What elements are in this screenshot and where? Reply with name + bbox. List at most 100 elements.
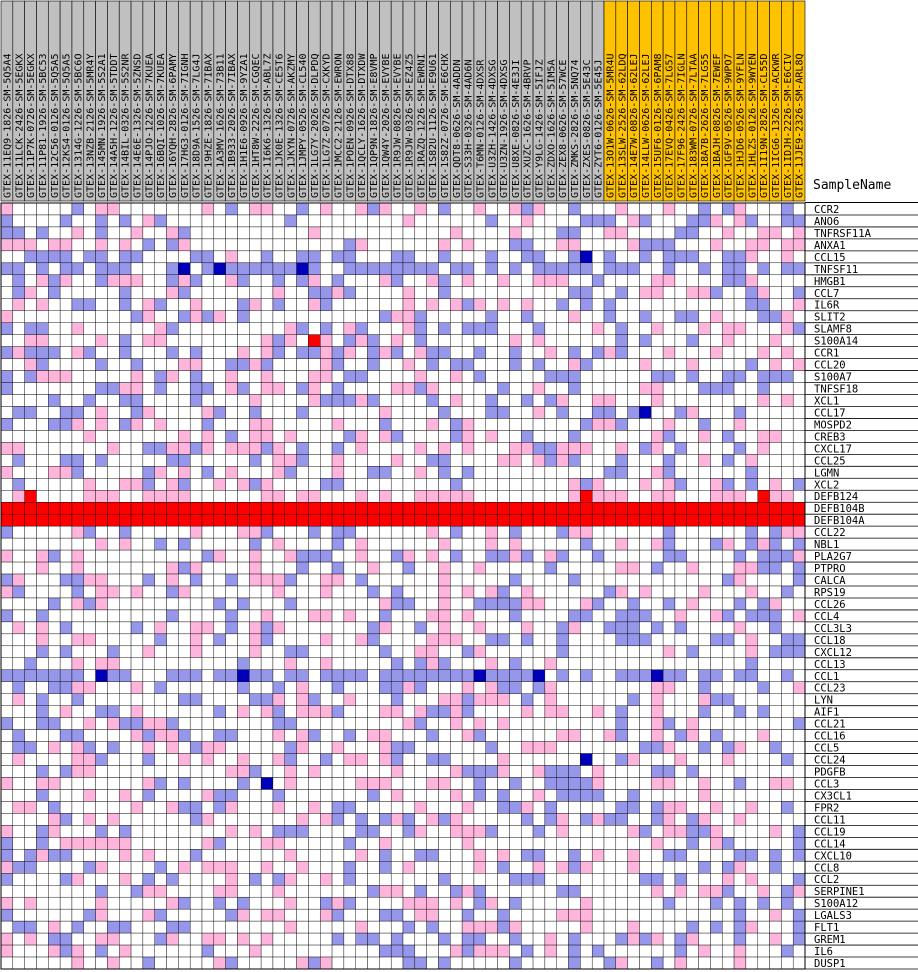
heatmap-cell: [769, 837, 782, 850]
heatmap-cell: [107, 274, 120, 287]
heatmap-cell: [769, 250, 782, 264]
heatmap-cell: [733, 394, 747, 407]
heatmap-cell: [308, 454, 321, 467]
heatmap-cell: [308, 896, 321, 910]
heatmap-cell: [260, 597, 274, 611]
heatmap-cell: [201, 394, 215, 407]
heatmap-cell: [556, 310, 569, 323]
heatmap-cell: [639, 490, 652, 503]
heatmap-cell: [331, 561, 345, 575]
row-label: HMGB1: [814, 276, 846, 288]
heatmap-cell: [639, 669, 652, 682]
heatmap-cell: [591, 513, 605, 527]
heatmap-cell: [686, 430, 699, 443]
heatmap-cell: [591, 549, 605, 563]
heatmap-cell: [497, 944, 510, 958]
heatmap-cell: [390, 298, 404, 311]
heatmap-cell: [509, 669, 522, 682]
heatmap-cell: [201, 609, 215, 623]
heatmap-cell: [450, 490, 463, 503]
heatmap-cell: [461, 238, 475, 252]
heatmap-cell: [591, 908, 605, 922]
column-label: GTEX-1QW4Y-2026-SM-EVYBE: [381, 53, 392, 198]
heatmap-cell: [343, 454, 356, 467]
heatmap-cell: [343, 250, 356, 264]
heatmap-cell: [792, 765, 806, 778]
heatmap-cell: [450, 896, 463, 910]
heatmap-cell: [710, 370, 723, 383]
heatmap-cell: [473, 861, 486, 874]
heatmap-cell: [521, 777, 534, 790]
heatmap-cell: [461, 226, 475, 240]
heatmap-cell: [71, 502, 84, 515]
heatmap-cell: [509, 346, 522, 359]
heatmap-cell: [189, 609, 203, 623]
heatmap-cell: [154, 597, 167, 611]
column-label: GTEX-1R9JW-0826-SM-EVYBE: [393, 54, 404, 199]
heatmap-cell: [438, 693, 451, 706]
column-header: GTEX-ZMKS-2826-SM-5NQ74: [568, 0, 581, 202]
heatmap-cell: [662, 334, 676, 347]
heatmap-cell: [213, 430, 226, 443]
heatmap-cell: [12, 861, 25, 874]
heatmap-cell: [651, 837, 664, 850]
heatmap-cell: [698, 310, 711, 323]
heatmap-cell: [201, 226, 215, 240]
heatmap-cell: [426, 274, 439, 287]
heatmap-cell: [367, 777, 380, 790]
heatmap-cell: [792, 214, 806, 228]
heatmap-cell: [568, 621, 581, 635]
heatmap-cell: [461, 896, 475, 910]
heatmap-cell: [568, 537, 581, 551]
heatmap-cell: [639, 334, 652, 347]
heatmap-cell: [698, 932, 711, 946]
heatmap-cell: [390, 466, 404, 479]
heatmap-cell: [722, 394, 735, 407]
heatmap-cell: [792, 885, 806, 898]
heatmap-cell: [556, 537, 569, 551]
heatmap-cell: [119, 920, 132, 934]
heatmap-cell: [260, 322, 274, 335]
heatmap-cell: [556, 226, 569, 240]
heatmap-cell: [249, 358, 262, 371]
heatmap-cell: [59, 801, 73, 814]
heatmap-cell: [426, 250, 439, 264]
heatmap-cell: [710, 741, 723, 754]
heatmap-cell: [189, 693, 203, 706]
heatmap-cell: [662, 226, 676, 240]
heatmap-cell: [83, 765, 96, 778]
heatmap-cell: [461, 478, 475, 491]
row-label: CCL5: [814, 743, 839, 755]
heatmap-cell: [769, 322, 782, 335]
heatmap-cell: [178, 274, 191, 287]
heatmap-cell: [71, 645, 84, 659]
heatmap-cell: [450, 549, 463, 563]
heatmap-cell: [733, 956, 747, 970]
heatmap-cell: [509, 274, 522, 287]
heatmap-cell: [473, 585, 486, 599]
heatmap-cell: [674, 645, 687, 659]
heatmap-cell: [781, 561, 794, 575]
heatmap-cell: [59, 920, 73, 934]
heatmap-cell: [580, 753, 593, 766]
heatmap-cell: [757, 430, 770, 443]
heatmap-cell: [249, 896, 262, 910]
heatmap-cell: [95, 861, 108, 874]
heatmap-cell: [12, 549, 25, 563]
heatmap-cell: [532, 466, 546, 479]
heatmap-cell: [24, 346, 37, 359]
heatmap-cell: [745, 849, 758, 862]
heatmap-cell: [390, 442, 404, 455]
heatmap-cell: [461, 801, 475, 814]
heatmap-cell: [308, 214, 321, 228]
heatmap-cell: [355, 837, 368, 850]
heatmap-cell: [698, 693, 711, 706]
heatmap-cell: [674, 310, 687, 323]
heatmap-cell: [509, 490, 522, 503]
heatmap-cell: [521, 238, 534, 252]
heatmap-cell: [603, 597, 617, 611]
heatmap-cell: [757, 837, 770, 850]
column-header: GTEX-18D9A-1526-SM-7LG4J: [189, 0, 203, 202]
heatmap-cell: [414, 944, 427, 958]
heatmap-cell: [308, 837, 321, 850]
